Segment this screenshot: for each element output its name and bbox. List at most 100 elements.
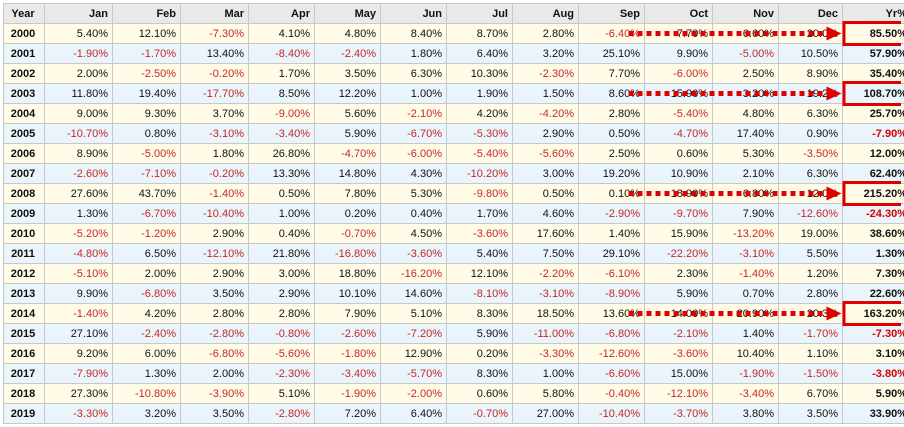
table-row: 2003 11.80% 19.40% -17.70% 8.50% 12.20% 1.00% 1… xyxy=(3,83,904,104)
month-return-cell: 18.50% xyxy=(512,303,579,324)
month-return-cell: -3.60% xyxy=(644,343,713,364)
month-return-cell: -9.80% xyxy=(446,183,513,204)
month-return-cell: -2.90% xyxy=(578,203,645,224)
month-return-cell: 7.20% xyxy=(314,403,381,424)
month-return-cell: -0.80% xyxy=(248,323,315,344)
month-return-cell: 6.60% xyxy=(712,23,779,44)
month-return-cell: 5.90% xyxy=(644,283,713,304)
table-row: 2006 8.90% -5.00% 1.80% 26.80% -4.70% -6.00% -5… xyxy=(3,143,904,164)
month-return-cell: -7.20% xyxy=(380,323,447,344)
column-header: Sep xyxy=(578,3,645,24)
month-return-cell: 9.90% xyxy=(44,283,113,304)
month-return-cell: 1.10% xyxy=(778,343,843,364)
month-return-cell: 3.00% xyxy=(248,263,315,284)
table-row: 2005 -10.70% 0.80% -3.10% -3.40% 5.90% -6.70% -… xyxy=(3,123,904,144)
month-return-cell: -1.90% xyxy=(314,383,381,404)
month-return-cell: -2.30% xyxy=(512,63,579,84)
month-return-cell: -6.70% xyxy=(380,123,447,144)
month-return-cell: -0.20% xyxy=(180,163,249,184)
month-return-cell: -1.40% xyxy=(712,263,779,284)
month-return-cell: -5.00% xyxy=(112,143,181,164)
month-return-cell: 4.30% xyxy=(380,163,447,184)
month-return-cell: 1.30% xyxy=(44,203,113,224)
yearly-return-cell: 5.90% xyxy=(842,383,904,404)
month-return-cell: -1.40% xyxy=(44,303,113,324)
yearly-return-cell: 108.70% xyxy=(842,83,904,104)
month-return-cell: -7.30% xyxy=(180,23,249,44)
month-return-cell: -2.60% xyxy=(314,323,381,344)
month-return-cell: 10.10% xyxy=(314,283,381,304)
month-return-cell: 25.10% xyxy=(578,43,645,64)
table-row: 2015 27.10% -2.40% -2.80% -0.80% -2.60% -7.20%… xyxy=(3,323,904,344)
month-return-cell: -3.30% xyxy=(44,403,113,424)
month-return-cell: -6.80% xyxy=(578,323,645,344)
month-return-cell: -2.80% xyxy=(180,323,249,344)
header-row: Year Jan Feb Mar Apr May Jun Jul Aug Sep Oct Nov Dec… xyxy=(3,3,904,24)
month-return-cell: 12.10% xyxy=(112,23,181,44)
table-row: 2004 9.00% 9.30% 3.70% -9.00% 5.60% -2.10% 4.20… xyxy=(3,103,904,124)
column-header: Nov xyxy=(712,3,779,24)
month-return-cell: -0.20% xyxy=(180,63,249,84)
yearly-return-cell: 3.10% xyxy=(842,343,904,364)
year-cell: 2011 xyxy=(3,243,45,264)
month-return-cell: 14.00% xyxy=(644,303,713,324)
month-return-cell: 8.40% xyxy=(380,23,447,44)
month-return-cell: 0.50% xyxy=(578,123,645,144)
month-return-cell: 2.80% xyxy=(578,103,645,124)
month-return-cell: -5.60% xyxy=(512,143,579,164)
month-return-cell: -3.40% xyxy=(314,363,381,384)
month-return-cell: 6.50% xyxy=(112,243,181,264)
month-return-cell: 15.90% xyxy=(644,223,713,244)
month-return-cell: 2.90% xyxy=(180,263,249,284)
month-return-cell: -8.10% xyxy=(446,283,513,304)
yearly-return-cell: -7.30% xyxy=(842,323,904,344)
month-return-cell: 1.00% xyxy=(248,203,315,224)
month-return-cell: -9.00% xyxy=(248,103,315,124)
month-return-cell: 2.80% xyxy=(180,303,249,324)
month-return-cell: 5.60% xyxy=(314,103,381,124)
month-return-cell: 3.50% xyxy=(180,403,249,424)
month-return-cell: 1.00% xyxy=(512,363,579,384)
month-return-cell: -2.00% xyxy=(380,383,447,404)
year-cell: 2003 xyxy=(3,83,45,104)
month-return-cell: 6.40% xyxy=(446,43,513,64)
month-return-cell: 21.80% xyxy=(248,243,315,264)
month-return-cell: -3.30% xyxy=(512,343,579,364)
month-return-cell: -2.30% xyxy=(248,363,315,384)
year-cell: 2012 xyxy=(3,263,45,284)
table-row: 2016 9.20% 6.00% -6.80% -5.60% -1.80% 12.90% 0.… xyxy=(3,343,904,364)
month-return-cell: 29.10% xyxy=(578,243,645,264)
yearly-return-cell: 25.70% xyxy=(842,103,904,124)
month-return-cell: 2.80% xyxy=(778,283,843,304)
month-return-cell: -11.00% xyxy=(512,323,579,344)
month-return-cell: 0.10% xyxy=(578,183,645,204)
year-cell: 2005 xyxy=(3,123,45,144)
month-return-cell: 6.30% xyxy=(778,103,843,124)
month-return-cell: -4.70% xyxy=(314,143,381,164)
year-cell: 2004 xyxy=(3,103,45,124)
month-return-cell: 27.00% xyxy=(512,403,579,424)
month-return-cell: 12.90% xyxy=(380,343,447,364)
month-return-cell: 0.70% xyxy=(712,283,779,304)
month-return-cell: 2.10% xyxy=(712,163,779,184)
table-row: 2007 -2.60% -7.10% -0.20% 13.30% 14.80% 4.30% -… xyxy=(3,163,904,184)
month-return-cell: 10.30% xyxy=(446,63,513,84)
table-row: 2000 5.40% 12.10% -7.30% 4.10% 4.80% 8.40% 8.70… xyxy=(3,23,904,44)
month-return-cell: 43.70% xyxy=(112,183,181,204)
month-return-cell: 4.50% xyxy=(380,223,447,244)
month-return-cell: 3.20% xyxy=(512,43,579,64)
month-return-cell: 1.30% xyxy=(112,363,181,384)
yearly-return-cell: 163.20% xyxy=(842,303,904,324)
table-row: 2012 -5.10% 2.00% 2.90% 3.00% 18.80% -16.20% 12… xyxy=(3,263,904,284)
month-return-cell: -10.70% xyxy=(44,123,113,144)
column-header: May xyxy=(314,3,381,24)
month-return-cell: -1.90% xyxy=(44,43,113,64)
month-return-cell: 7.50% xyxy=(512,243,579,264)
month-return-cell: 5.40% xyxy=(44,23,113,44)
month-return-cell: 13.30% xyxy=(248,163,315,184)
month-return-cell: -0.40% xyxy=(578,383,645,404)
column-header: Dec xyxy=(778,3,843,24)
month-return-cell: 0.40% xyxy=(380,203,447,224)
month-return-cell: 12.0% xyxy=(778,183,843,204)
table-row: 2011 -4.80% 6.50% -12.10% 21.80% -16.80% -3.60… xyxy=(3,243,904,264)
